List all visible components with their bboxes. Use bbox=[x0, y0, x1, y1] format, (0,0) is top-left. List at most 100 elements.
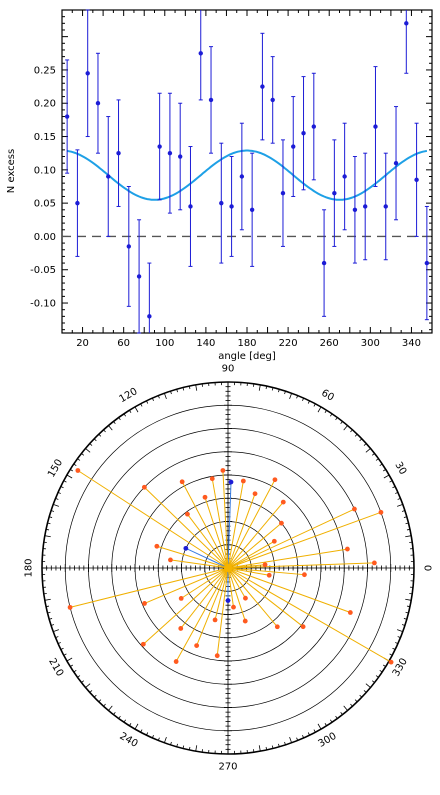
data-point bbox=[404, 21, 409, 26]
outer-degree-tick bbox=[371, 680, 375, 683]
outer-degree-tick bbox=[375, 458, 379, 461]
outer-degree-tick bbox=[289, 737, 292, 743]
outer-degree-tick bbox=[70, 664, 74, 667]
polar-point-line bbox=[227, 548, 348, 569]
polar-point-line bbox=[227, 480, 244, 569]
polar-point bbox=[262, 562, 268, 568]
error-bars bbox=[65, 9, 429, 334]
polar-point bbox=[214, 653, 220, 659]
data-point bbox=[126, 244, 132, 249]
outer-degree-tick bbox=[50, 510, 55, 512]
outer-degree-tick bbox=[365, 683, 371, 688]
outer-degree-tick bbox=[265, 385, 268, 390]
data-point bbox=[106, 174, 111, 179]
polar-point-line bbox=[227, 567, 392, 663]
outer-degree-tick bbox=[313, 403, 316, 407]
polar-point bbox=[140, 641, 146, 647]
data-point bbox=[270, 97, 275, 103]
outer-degree-tick bbox=[350, 703, 353, 707]
error-bar bbox=[404, 10, 409, 74]
outer-degree-tick bbox=[85, 448, 91, 453]
outer-degree-tick bbox=[93, 694, 97, 698]
polar-point-line bbox=[227, 567, 270, 576]
outer-degree-tick bbox=[151, 735, 154, 739]
outer-degree-tick bbox=[182, 387, 185, 391]
polar-point bbox=[252, 491, 258, 497]
data-point bbox=[301, 131, 306, 136]
outer-degree-tick bbox=[302, 735, 305, 739]
outer-degree-tick bbox=[401, 510, 406, 512]
outer-degree-tick bbox=[55, 497, 59, 500]
polar-point-line bbox=[227, 562, 375, 569]
polar-point bbox=[194, 643, 200, 649]
outer-degree-tick bbox=[363, 443, 367, 446]
outer-degree-tick bbox=[146, 400, 149, 404]
data-point bbox=[352, 207, 358, 212]
outer-degree-tick bbox=[66, 474, 73, 479]
polar-angle-label: 180 bbox=[24, 558, 35, 577]
outer-degree-tick bbox=[382, 469, 386, 472]
outer-degree-tick bbox=[134, 406, 139, 413]
polar-point-line bbox=[227, 567, 278, 628]
outer-degree-tick bbox=[397, 497, 401, 500]
outer-degree-tick bbox=[307, 732, 310, 736]
outer-degree-tick bbox=[77, 458, 81, 461]
outer-degree-tick bbox=[359, 694, 363, 698]
polar-point bbox=[242, 618, 248, 624]
y-tick-label: 0.00 bbox=[34, 232, 56, 243]
polar-point bbox=[300, 624, 306, 630]
polar-point bbox=[75, 468, 81, 473]
polar-point-line bbox=[227, 511, 382, 569]
outer-degree-tick bbox=[188, 385, 191, 390]
data-point bbox=[239, 174, 245, 179]
outer-degree-tick bbox=[359, 438, 363, 442]
polar-point bbox=[272, 477, 278, 483]
data-point bbox=[280, 190, 286, 196]
polar-point bbox=[142, 601, 147, 606]
outer-degree-tick bbox=[73, 670, 77, 673]
outer-degree-tick bbox=[129, 722, 132, 726]
axis-ticks: 20 60 100 140 180 220 260 300 340 -0.10 -0.05 0.00 0… bbox=[30, 10, 432, 349]
data-point bbox=[116, 150, 121, 156]
outer-degree-tick bbox=[335, 715, 338, 719]
outer-degree-tick bbox=[258, 745, 261, 752]
polar-angle-label: 30 bbox=[392, 460, 408, 477]
data-point bbox=[311, 124, 317, 129]
polar-center-dot bbox=[224, 564, 232, 572]
outer-degree-tick bbox=[392, 486, 396, 489]
y-tick-label: -0.10 bbox=[30, 299, 56, 310]
outer-degree-tick bbox=[392, 647, 396, 650]
outer-degree-tick bbox=[57, 642, 61, 645]
polar-point bbox=[243, 595, 248, 601]
outer-degree-tick bbox=[395, 642, 399, 645]
outer-degree-tick bbox=[47, 611, 51, 614]
outer-degree-tick bbox=[93, 438, 97, 442]
polar-point-line bbox=[204, 497, 229, 569]
outer-degree-tick bbox=[176, 389, 178, 393]
outer-degree-tick bbox=[397, 629, 403, 632]
outer-degree-tick bbox=[258, 384, 261, 391]
outer-degree-tick bbox=[53, 629, 59, 632]
outer-degree-tick bbox=[53, 504, 59, 507]
cosine-fit-line bbox=[66, 149, 428, 201]
outer-degree-tick bbox=[129, 410, 132, 414]
polar-point-line bbox=[227, 567, 246, 622]
outer-degree-tick bbox=[271, 387, 274, 391]
polar-point-line bbox=[196, 567, 229, 646]
outer-degree-tick bbox=[164, 737, 167, 743]
outer-degree-tick bbox=[405, 535, 412, 538]
outer-degree-tick bbox=[157, 395, 160, 399]
polar-point-line bbox=[227, 493, 256, 569]
outer-degree-tick bbox=[108, 705, 113, 711]
outer-degree-tick bbox=[98, 699, 102, 703]
outer-degree-tick bbox=[44, 535, 51, 538]
polar-angle-label: 300 bbox=[316, 731, 338, 750]
outer-degree-tick bbox=[382, 664, 386, 667]
polar-point-line bbox=[143, 567, 229, 645]
outer-degree-tick bbox=[182, 745, 185, 749]
outer-degree-tick bbox=[89, 690, 93, 693]
outer-degree-tick bbox=[81, 680, 85, 683]
outer-degree-tick bbox=[371, 453, 375, 456]
outer-degree-tick bbox=[354, 699, 358, 703]
